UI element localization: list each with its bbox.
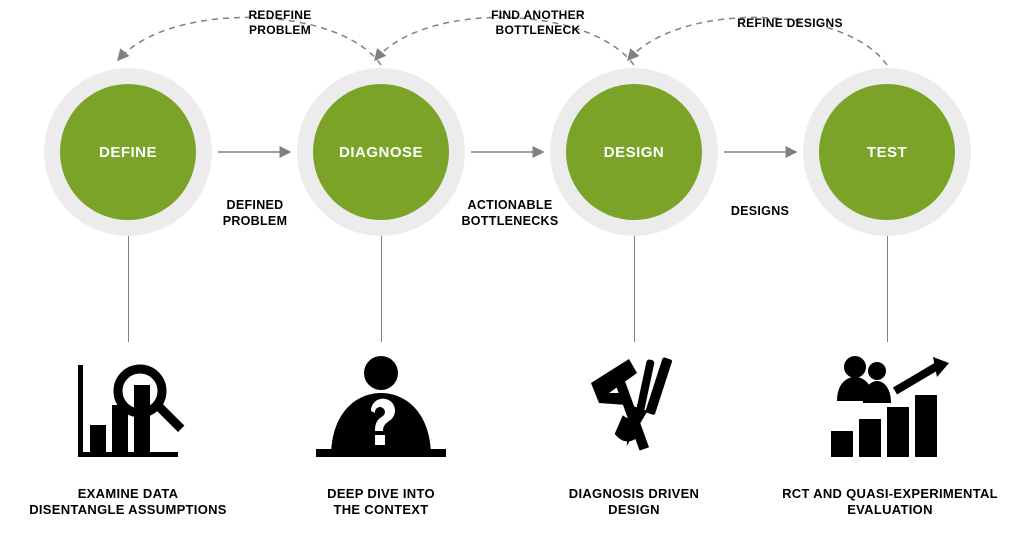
forward-label-bottlenecks: ACTIONABLEBOTTLENECKS [440, 198, 580, 229]
person-question-icon [311, 348, 451, 468]
stage-test-label: TEST [867, 144, 907, 161]
stage-design-label: DESIGN [604, 144, 665, 161]
stage-define-label: DEFINE [99, 144, 157, 161]
desc-diagnose: DEEP DIVE INTOTHE CONTEXT [281, 486, 481, 519]
connector-test [887, 236, 888, 342]
design-tools-icon [564, 348, 704, 468]
feedback-label-redefine: REDEFINEPROBLEM [200, 8, 360, 38]
bar-chart-magnifier-icon [58, 348, 198, 468]
group-growth-chart-icon [817, 348, 957, 468]
forward-label-designs: DESIGNS [700, 204, 820, 220]
feedback-label-refine: REFINE DESIGNS [700, 16, 880, 31]
stage-test: TEST [803, 68, 971, 236]
desc-define: EXAMINE DATADISENTANGLE ASSUMPTIONS [8, 486, 248, 519]
desc-test: RCT AND QUASI-EXPERIMENTALEVALUATION [760, 486, 1020, 519]
stage-diagnose-label: DIAGNOSE [339, 144, 423, 161]
forward-label-defined-problem: DEFINEDPROBLEM [195, 198, 315, 229]
stage-define: DEFINE [44, 68, 212, 236]
process-flow-diagram: REDEFINEPROBLEM FIND ANOTHERBOTTLENECK R… [0, 0, 1030, 552]
connector-define [128, 236, 129, 342]
connector-diagnose [381, 236, 382, 342]
connector-design [634, 236, 635, 342]
desc-design: DIAGNOSIS DRIVENDESIGN [534, 486, 734, 519]
feedback-label-bottleneck: FIND ANOTHERBOTTLENECK [448, 8, 628, 38]
